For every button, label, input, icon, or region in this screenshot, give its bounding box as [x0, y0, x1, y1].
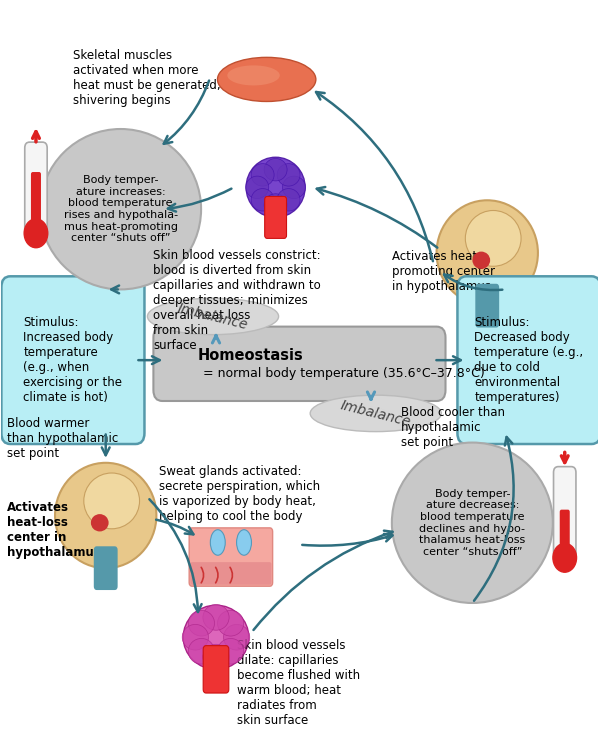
Ellipse shape — [217, 638, 244, 664]
FancyBboxPatch shape — [457, 276, 600, 444]
Ellipse shape — [84, 473, 140, 529]
FancyBboxPatch shape — [560, 510, 570, 556]
Ellipse shape — [310, 395, 442, 432]
Ellipse shape — [264, 158, 287, 181]
Text: Activates heat-
promoting center
in hypothalamus: Activates heat- promoting center in hypo… — [392, 250, 495, 293]
Ellipse shape — [251, 188, 274, 211]
Text: Stimulus:
Increased body
temperature
(e.g., when
exercising or the
climate is ho: Stimulus: Increased body temperature (e.… — [23, 316, 122, 404]
Ellipse shape — [203, 605, 229, 630]
FancyBboxPatch shape — [94, 546, 118, 590]
FancyBboxPatch shape — [154, 327, 446, 401]
Text: Skeletal muscles
activated when more
heat must be generated;
shivering begins: Skeletal muscles activated when more hea… — [73, 49, 221, 107]
Ellipse shape — [148, 298, 278, 335]
FancyBboxPatch shape — [203, 646, 229, 693]
Ellipse shape — [217, 58, 316, 101]
Ellipse shape — [277, 163, 300, 186]
Ellipse shape — [236, 530, 251, 555]
FancyBboxPatch shape — [31, 172, 41, 232]
Ellipse shape — [203, 644, 229, 670]
Ellipse shape — [392, 443, 553, 603]
Ellipse shape — [211, 530, 225, 555]
FancyBboxPatch shape — [25, 142, 47, 239]
Ellipse shape — [251, 163, 274, 186]
Text: Activates
heat-loss
center in
hypothalamus: Activates heat-loss center in hypothalam… — [7, 501, 101, 559]
Ellipse shape — [91, 514, 109, 531]
Text: Blood cooler than
hypothalamic
set point: Blood cooler than hypothalamic set point — [401, 406, 505, 449]
Ellipse shape — [183, 605, 249, 670]
Ellipse shape — [40, 129, 201, 290]
Text: Skin blood vessels
dilate: capillaries
become flushed with
warm blood; heat
radi: Skin blood vessels dilate: capillaries b… — [237, 639, 360, 727]
Ellipse shape — [437, 200, 538, 306]
Text: Stimulus:
Decreased body
temperature (e.g.,
due to cold
environmental
temperatur: Stimulus: Decreased body temperature (e.… — [475, 316, 584, 404]
Ellipse shape — [227, 65, 280, 86]
Text: Body temper-
ature increases:
blood temperature
rises and hypothala-
mus heat-pr: Body temper- ature increases: blood temp… — [64, 175, 178, 243]
Text: = normal body temperature (35.6°C–37.8°C): = normal body temperature (35.6°C–37.8°C… — [199, 367, 484, 380]
Ellipse shape — [277, 188, 300, 211]
Text: Imbalance: Imbalance — [176, 301, 250, 332]
Ellipse shape — [217, 610, 244, 636]
FancyBboxPatch shape — [189, 528, 272, 586]
Ellipse shape — [246, 176, 269, 199]
FancyBboxPatch shape — [554, 466, 576, 564]
Text: Homeostasis: Homeostasis — [198, 347, 304, 363]
Ellipse shape — [283, 176, 305, 199]
FancyBboxPatch shape — [475, 284, 499, 327]
Text: Imbalance: Imbalance — [339, 398, 412, 429]
FancyBboxPatch shape — [190, 562, 271, 585]
Circle shape — [24, 219, 48, 248]
Text: Sweat glands activated:
secrete perspiration, which
is vaporized by body heat,
h: Sweat glands activated: secrete perspira… — [160, 465, 320, 522]
Text: Blood warmer
than hypothalamic
set point: Blood warmer than hypothalamic set point — [7, 418, 119, 460]
Text: Body temper-
ature decreases:
blood temperature
declines and hypo-
thalamus heat: Body temper- ature decreases: blood temp… — [419, 488, 526, 556]
Ellipse shape — [182, 624, 208, 650]
Ellipse shape — [246, 157, 305, 217]
FancyBboxPatch shape — [1, 276, 145, 444]
Ellipse shape — [224, 624, 250, 650]
Ellipse shape — [55, 463, 157, 568]
FancyBboxPatch shape — [265, 197, 287, 239]
Ellipse shape — [264, 194, 287, 217]
Text: Skin blood vessels constrict:
blood is diverted from skin
capillaries and withdr: Skin blood vessels constrict: blood is d… — [154, 249, 321, 353]
Ellipse shape — [466, 211, 521, 266]
Ellipse shape — [472, 251, 490, 269]
Circle shape — [553, 543, 577, 572]
Ellipse shape — [188, 610, 215, 636]
Ellipse shape — [188, 638, 215, 664]
